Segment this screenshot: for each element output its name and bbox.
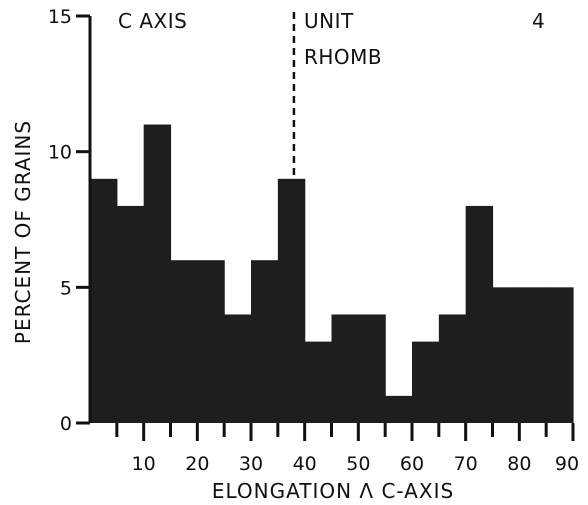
x-tick-label-20: 20 xyxy=(185,453,209,475)
histogram-bar-40-45 xyxy=(304,341,333,423)
series-label: C AXIS xyxy=(118,9,187,33)
histogram-bars xyxy=(90,124,574,424)
x-tick-label-80: 80 xyxy=(507,453,531,475)
x-axis-label: ELONGATION Λ C-AXIS xyxy=(212,479,454,503)
histogram-bar-50-55 xyxy=(358,314,386,423)
histogram-bar-15-20 xyxy=(170,260,198,423)
unit-label-line2: RHOMB xyxy=(304,45,382,69)
unit-label-line1: UNIT xyxy=(304,9,354,33)
x-tick-label-10: 10 xyxy=(132,453,156,475)
x-tick-label-60: 60 xyxy=(400,453,424,475)
ticks: 0 5 10 15 10 20 30 40 50 60 70 80 90 xyxy=(48,6,579,475)
histogram-bar-80-85 xyxy=(519,287,547,423)
histogram-bar-30-35 xyxy=(251,260,279,423)
x-tick-label-30: 30 xyxy=(239,453,263,475)
y-tick-label-5: 5 xyxy=(60,277,72,299)
histogram-bar-85-90 xyxy=(546,287,574,423)
y-axis-label: PERCENT OF GRAINS xyxy=(11,120,35,344)
y-tick-label-10: 10 xyxy=(48,142,72,164)
histogram-bar-20-25 xyxy=(197,260,225,423)
x-tick-label-70: 70 xyxy=(454,453,478,475)
y-tick-label-15: 15 xyxy=(48,6,72,28)
panel-number: 4 xyxy=(532,9,545,33)
histogram-bar-75-80 xyxy=(492,287,520,423)
histogram-bar-5-10 xyxy=(116,205,145,423)
x-tick-label-50: 50 xyxy=(346,453,370,475)
histogram-bar-45-50 xyxy=(331,314,359,423)
histogram-bar-55-60 xyxy=(385,395,413,423)
histogram-bar-70-75 xyxy=(465,205,494,423)
y-tick-label-0: 0 xyxy=(60,413,72,435)
histogram-bar-65-70 xyxy=(438,314,467,423)
histogram-bar-10-15 xyxy=(143,124,172,424)
histogram-bar-60-65 xyxy=(412,341,440,423)
histogram-bar-0-5 xyxy=(90,178,118,423)
histogram-bar-35-40 xyxy=(277,178,306,423)
x-tick-label-90: 90 xyxy=(555,453,579,475)
histogram-bar-25-30 xyxy=(224,314,252,423)
x-tick-label-40: 40 xyxy=(293,453,317,475)
